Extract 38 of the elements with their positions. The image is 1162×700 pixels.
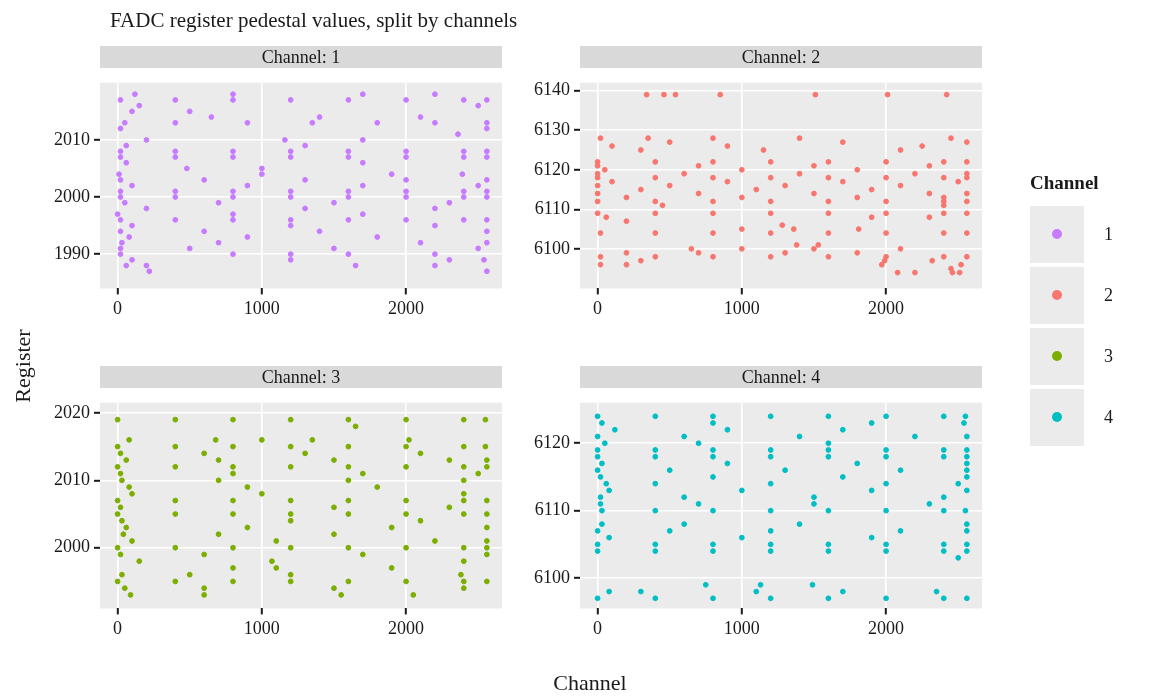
x-tick-label: 1000 <box>723 297 760 318</box>
y-axis-title: Register <box>10 328 36 405</box>
x-tick-label: 1000 <box>243 617 280 638</box>
y-tick-label: 2010 <box>54 128 90 149</box>
y-tick-label: 2000 <box>54 536 90 557</box>
legend-label: 1 <box>1104 224 1113 245</box>
y-tick-label: 6110 <box>534 198 570 219</box>
y-tick-label: 1990 <box>54 242 90 263</box>
y-tick-label: 2010 <box>54 469 90 490</box>
chart-subtitle: Channel: 3 <box>100 366 502 388</box>
y-tick-label: 6110 <box>534 499 570 520</box>
y-tick-label: 6100 <box>534 566 570 587</box>
chart-subtitle: Channel: 1 <box>100 46 502 68</box>
legend-title: Channel <box>1030 172 1100 194</box>
chart-subtitle: Channel: 2 <box>580 46 982 68</box>
y-tick-label: 6130 <box>534 118 570 139</box>
x-tick-label: 0 <box>113 617 123 638</box>
x-tick-label: 1000 <box>723 617 760 638</box>
x-tick-label: 2000 <box>868 297 905 318</box>
x-tick-label: 0 <box>113 297 123 318</box>
y-tick-label: 6120 <box>534 158 570 179</box>
legend-label: 2 <box>1104 285 1113 306</box>
x-tick-label: 1000 <box>243 297 280 318</box>
y-tick-label: 6120 <box>534 431 570 452</box>
legend-label: 3 <box>1104 346 1113 367</box>
y-tick-label: 2020 <box>54 401 90 422</box>
x-axis-title: Channel <box>552 670 628 696</box>
y-tick-label: 6100 <box>534 237 570 258</box>
x-tick-label: 2000 <box>388 297 425 318</box>
y-tick-label: 2000 <box>54 185 90 206</box>
x-tick-label: 2000 <box>388 617 425 638</box>
chart-subtitle: Channel: 4 <box>580 366 982 388</box>
legend-label: 4 <box>1104 407 1113 428</box>
chart-title: FADC register pedestal values, split by channels <box>110 8 518 33</box>
x-tick-label: 0 <box>593 617 603 638</box>
y-tick-label: 6140 <box>534 79 570 100</box>
x-tick-label: 2000 <box>868 617 905 638</box>
x-tick-label: 0 <box>593 297 603 318</box>
